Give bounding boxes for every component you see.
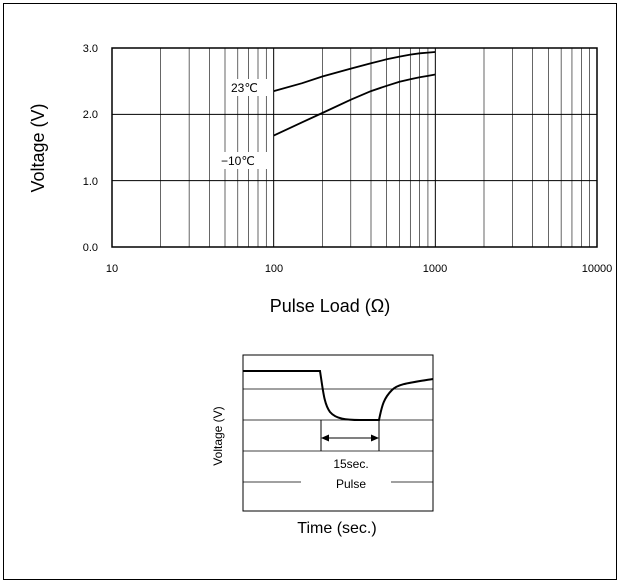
main-chart: 3.0 2.0 1.0 0.0 10 100 1000 10000 Pulse … [28,43,612,316]
series-line-23c [273,51,436,92]
series-label-minus10c: −10℃ [221,154,255,168]
y-tick-label: 0.0 [83,242,98,254]
annotation-bg [301,452,391,496]
y-tick-label: 2.0 [83,109,98,121]
inset-chart: 15sec. Pulse Voltage (V) Time (sec.) [211,354,434,537]
main-y-axis-title: Voltage (V) [28,103,48,192]
series-label-23c: 23℃ [231,81,258,95]
label-bg [226,79,268,96]
main-plot-frame [111,47,598,248]
duration-label: 15sec. [333,457,368,471]
voltage-trace [243,370,434,421]
inset-y-axis-title: Voltage (V) [211,406,225,465]
x-tick-label: 10000 [582,263,613,275]
main-x-axis-title: Pulse Load (Ω) [270,296,391,316]
series-line-minus10c [273,73,436,137]
x-tick-label: 10 [106,263,118,275]
pulse-label: Pulse [336,477,366,491]
duration-arrowhead-right [371,434,379,442]
main-series [273,51,436,137]
x-tick-label: 1000 [423,263,447,275]
inset-frame [242,354,434,512]
x-tick-label: 100 [265,263,283,275]
inset-x-axis-title: Time (sec.) [297,520,376,537]
y-tick-label: 3.0 [83,43,98,55]
duration-arrowhead-left [321,434,329,442]
label-bg [217,152,268,169]
y-tick-label: 1.0 [83,176,98,188]
